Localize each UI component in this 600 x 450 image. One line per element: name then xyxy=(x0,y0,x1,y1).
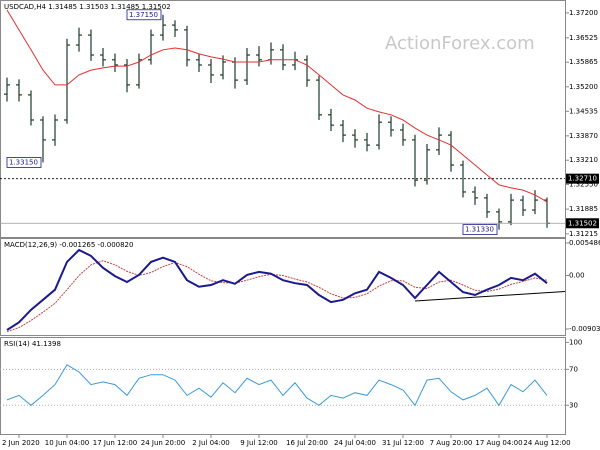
price-annotation-box xyxy=(462,224,498,236)
trendline xyxy=(414,290,566,302)
level-label: 1.32710 xyxy=(568,175,597,183)
x-tick-label: 9 Jul 12:00 xyxy=(240,439,278,447)
x-tick-label: 10 Jun 04:00 xyxy=(45,439,89,447)
price-annotation: 1.37150 xyxy=(129,11,158,19)
y-tick-label: 1.34535 xyxy=(569,107,598,115)
x-tick-label: 17 Jun 12:00 xyxy=(93,439,137,447)
last-price-label: 1.31502 xyxy=(568,219,597,227)
y-tick-label: 30 xyxy=(569,401,578,409)
y-tick-label: 1.33210 xyxy=(569,156,598,164)
x-tick-label: 16 Jul 20:00 xyxy=(286,439,328,447)
y-tick-label: 1.37200 xyxy=(569,9,598,17)
y-tick-label: 0.00 xyxy=(569,271,585,279)
y-tick-label: 1.31215 xyxy=(569,230,598,238)
y-tick-label: 70 xyxy=(569,365,578,373)
x-tick-label: 2 Jul 04:00 xyxy=(192,439,230,447)
price-annotation-box xyxy=(6,157,42,168)
y-tick-label: -0.009034 xyxy=(569,325,600,333)
x-tick-label: 31 Jul 12:00 xyxy=(382,439,424,447)
y-tick-label: 0.005486 xyxy=(569,239,600,247)
macd-title: MACD(12,26,9) -0.001265 -0.000820 xyxy=(4,241,133,249)
y-tick-label: 1.32550 xyxy=(569,181,598,189)
x-tick-label: 24 Jul 04:00 xyxy=(334,439,376,447)
x-tick-label: 24 Aug 12:00 xyxy=(523,439,570,447)
price-annotation: 1.33150 xyxy=(9,158,38,166)
x-tick-label: 24 Jun 20:00 xyxy=(141,439,185,447)
macd-panel xyxy=(0,238,566,336)
rsi-line xyxy=(6,364,548,407)
moving-average xyxy=(6,9,548,203)
price-title: USDCAD,H4 1.31485 1.31503 1.31485 1.3150… xyxy=(4,3,171,11)
level-box xyxy=(566,173,599,184)
y-tick-label: 100 xyxy=(569,338,582,346)
rsi-panel xyxy=(0,337,566,435)
y-tick-label: 1.31885 xyxy=(569,205,598,213)
x-tick-label: 7 Aug 20:00 xyxy=(430,439,473,447)
x-tick-label: 2 Jun 2020 xyxy=(2,439,40,447)
y-tick-label: 1.33870 xyxy=(569,132,598,140)
watermark: ActionForex.com xyxy=(385,33,535,54)
macd-line xyxy=(6,248,548,331)
price-annotation: 1.31330 xyxy=(465,226,494,234)
last-price-box xyxy=(566,218,599,229)
y-tick-label: 1.35865 xyxy=(569,58,598,66)
x-tick-label: 17 Aug 04:00 xyxy=(475,439,522,447)
y-tick-label: 1.35200 xyxy=(569,83,598,91)
price-panel xyxy=(0,0,566,238)
y-tick-label: 1.36525 xyxy=(569,34,598,42)
rsi-title: RSI(14) 41.1398 xyxy=(4,340,61,348)
price-annotation-box xyxy=(126,9,162,21)
